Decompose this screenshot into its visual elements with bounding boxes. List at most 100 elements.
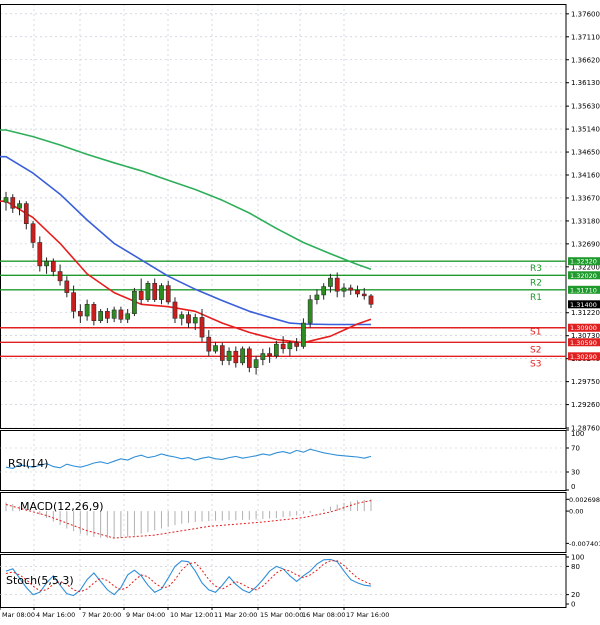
ma-mid-line bbox=[0, 155, 371, 326]
ma-fast-line bbox=[0, 200, 372, 344]
price-tick-label: 1.35140 bbox=[571, 126, 600, 134]
candle-bear bbox=[280, 343, 286, 350]
price-tick-label: 1.28760 bbox=[571, 425, 600, 433]
price-tick-label: 1.36130 bbox=[571, 79, 600, 87]
ma-slow-line bbox=[0, 129, 372, 270]
candle-bull bbox=[179, 314, 185, 319]
level-label-r1: R1 bbox=[530, 293, 542, 303]
time-tick-label: 7 Mar 20:00 bbox=[82, 611, 121, 619]
candle-bear bbox=[186, 314, 191, 324]
stoch-label: Stoch(5,5,3) bbox=[6, 574, 74, 587]
candle-bear bbox=[64, 280, 70, 293]
stoch-tick-label: 0 bbox=[571, 601, 575, 609]
stoch-signal-line bbox=[5, 560, 372, 593]
price-axis: 1.37600 1.37110 1.36620 1.36130 1.35630 1.351… bbox=[566, 10, 600, 433]
macd-tick-label: -0.007401 bbox=[569, 540, 600, 548]
candle-bear bbox=[57, 271, 63, 282]
time-tick-label: 9 Mar 04:00 bbox=[126, 611, 165, 619]
level-tag-s1: 1.30900 bbox=[570, 324, 597, 332]
time-tick-label: 10 Mar 12:00 bbox=[170, 611, 213, 619]
time-tick-label: 15 Mar 00:00 bbox=[260, 611, 303, 619]
time-tick-label: 4 Mar 16:00 bbox=[36, 611, 75, 619]
panel-frame bbox=[0, 430, 567, 491]
candle-bear bbox=[23, 203, 29, 224]
candle-bear bbox=[294, 342, 299, 347]
level-tag-bg bbox=[568, 352, 600, 361]
price-tick-label: 1.35630 bbox=[571, 103, 600, 111]
level-label-r3: R3 bbox=[530, 264, 542, 274]
rsi-panel: 100 70 30 0 bbox=[0, 429, 584, 491]
price-tick-label: 1.37110 bbox=[571, 33, 600, 41]
candle-bear bbox=[368, 295, 374, 305]
panel-frame bbox=[0, 4, 567, 429]
price-tick-label: 1.33670 bbox=[571, 194, 600, 202]
candle-bull bbox=[213, 345, 218, 352]
panel-frame bbox=[0, 554, 567, 608]
time-tick-label: 16 Mar 08:00 bbox=[302, 611, 345, 619]
level-tag-bg bbox=[568, 323, 600, 332]
candle-bull bbox=[98, 311, 103, 321]
candle-bear bbox=[348, 287, 354, 291]
price-tick-label: 1.31220 bbox=[571, 309, 600, 317]
candle-bear bbox=[30, 223, 36, 243]
candle-bear bbox=[165, 285, 171, 303]
price-tick-label: 1.33180 bbox=[571, 217, 600, 225]
candle-bull bbox=[3, 197, 9, 203]
macd-tick-label: 0.00 bbox=[569, 508, 583, 516]
candle-bear bbox=[152, 282, 158, 300]
candle-bear bbox=[10, 197, 16, 209]
moving-average-lines bbox=[0, 129, 372, 344]
rsi-label: RSI(14) bbox=[8, 457, 48, 470]
candle-bear bbox=[267, 353, 272, 357]
candle-bull bbox=[192, 317, 198, 324]
candle-bull bbox=[44, 260, 49, 267]
level-labels: R3 R2 R1 S1 S2 S3 bbox=[530, 264, 542, 369]
price-tick-label: 1.29750 bbox=[571, 378, 600, 386]
candle-bull bbox=[125, 313, 131, 320]
price-tick-label: 1.34160 bbox=[571, 172, 600, 180]
rsi-tick-label: 0 bbox=[571, 483, 575, 491]
price-tick-label: 1.32690 bbox=[571, 240, 600, 248]
price-tick-label: 1.32200 bbox=[571, 263, 600, 271]
candle-bear bbox=[78, 311, 83, 317]
current-price-bg bbox=[568, 300, 600, 309]
candle-bull bbox=[287, 342, 293, 350]
candle-bear bbox=[91, 304, 97, 321]
level-tag-bg bbox=[568, 285, 600, 294]
stoch-tick-label: 20 bbox=[571, 591, 580, 599]
level-tag-r2: 1.32020 bbox=[570, 272, 597, 280]
rsi-line bbox=[5, 448, 372, 469]
level-price-tags: 1.32320 1.32020 1.31710 1.30900 1.30590 1.302… bbox=[568, 257, 600, 361]
candle-bull bbox=[111, 309, 117, 319]
candle-bull bbox=[17, 203, 22, 209]
candle-bear bbox=[355, 290, 360, 295]
candle-bull bbox=[341, 287, 347, 292]
candle-bull bbox=[328, 277, 333, 287]
candle-bull bbox=[260, 353, 266, 360]
candle-bear bbox=[138, 290, 144, 300]
candle-bull bbox=[240, 348, 245, 364]
candle-bear bbox=[233, 350, 239, 364]
candle-bear bbox=[246, 348, 252, 368]
level-tag-bg bbox=[568, 338, 600, 347]
macd-tick-label: 0.002698 bbox=[569, 496, 600, 504]
level-tag-bg bbox=[568, 271, 600, 280]
rsi-tick-label: 30 bbox=[571, 469, 580, 477]
level-tag-bg bbox=[568, 257, 600, 266]
candle-bull bbox=[253, 359, 259, 368]
price-tick-label: 1.34650 bbox=[571, 149, 600, 157]
candle-bull bbox=[314, 294, 320, 300]
candle-bull bbox=[84, 304, 90, 317]
level-label-s3: S3 bbox=[530, 359, 541, 369]
time-tick-label: 17 Mar 16:00 bbox=[346, 611, 389, 619]
candle-bear bbox=[71, 292, 76, 312]
stoch-tick-label: 80 bbox=[571, 563, 580, 571]
candle-bear bbox=[334, 277, 340, 292]
candle-bear bbox=[361, 293, 367, 297]
candle-bull bbox=[274, 343, 279, 357]
level-label-s1: S1 bbox=[530, 328, 541, 338]
candlestick-series bbox=[3, 191, 374, 375]
candle-bear bbox=[219, 345, 225, 361]
panel-frame bbox=[0, 492, 567, 553]
stoch-main-line bbox=[5, 558, 372, 597]
